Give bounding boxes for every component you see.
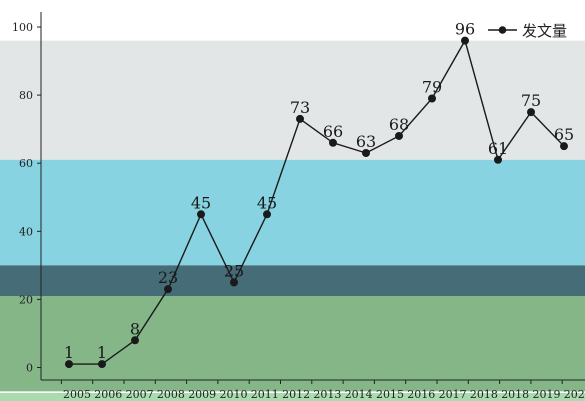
data-point — [395, 131, 403, 140]
data-label: 68 — [389, 115, 409, 134]
data-label: 75 — [521, 91, 541, 110]
data-point — [197, 210, 205, 219]
data-label: 1 — [97, 343, 107, 362]
data-label: 63 — [356, 132, 376, 151]
x-tick-label: 2009 — [188, 388, 216, 401]
y-tick-label: 40 — [19, 225, 33, 238]
x-tick-label: 2013 — [313, 388, 341, 401]
background-band-3 — [0, 265, 585, 296]
data-point — [263, 210, 271, 219]
y-tick-label: 80 — [19, 89, 33, 102]
data-point — [98, 360, 106, 369]
data-label: 61 — [488, 139, 508, 158]
background-bands — [0, 27, 585, 392]
data-label: 73 — [290, 98, 310, 117]
x-tick-label: 2019 — [533, 388, 561, 401]
x-tick-label: 2018 — [501, 388, 529, 401]
x-tick-label: 2018 — [470, 388, 498, 401]
data-point — [329, 138, 337, 147]
x-tick-label: 2012 — [282, 388, 310, 401]
data-point — [230, 278, 238, 287]
data-label: 79 — [422, 78, 442, 97]
data-point — [461, 36, 469, 45]
x-tick-label: 2006 — [94, 388, 122, 401]
x-tick-label: 2005 — [63, 388, 91, 401]
data-label: 8 — [130, 319, 140, 338]
data-label: 65 — [554, 125, 574, 144]
background-band-2 — [0, 159, 585, 266]
data-point — [164, 285, 172, 294]
data-label: 45 — [257, 193, 277, 212]
y-tick-label: 60 — [19, 157, 33, 170]
legend-marker — [498, 26, 507, 34]
background-band-4 — [0, 295, 585, 392]
data-point — [296, 114, 304, 123]
x-tick-label: 2017 — [439, 388, 467, 401]
legend-label: 发文量 — [522, 22, 567, 40]
series-line — [69, 38, 565, 365]
data-point — [527, 108, 535, 117]
data-label: 66 — [323, 122, 343, 141]
x-tick-label: 2007 — [126, 388, 154, 401]
x-axis-ticks: 2005 2006 2007 2008 2009 2010 2011 2012 2013 2014… — [60, 380, 585, 401]
data-point — [428, 94, 436, 103]
data-points — [65, 36, 568, 369]
legend: 发文量 — [488, 22, 567, 40]
data-label: 25 — [224, 261, 244, 280]
data-point — [131, 336, 139, 345]
data-label: 45 — [191, 193, 211, 212]
x-tick-label: 2011 — [251, 388, 279, 401]
data-point — [65, 360, 73, 369]
data-point — [560, 142, 568, 151]
y-axis-ticks: 0 20 40 60 80 100 — [12, 21, 41, 375]
data-point — [494, 155, 502, 164]
data-point — [362, 148, 370, 157]
x-tick-label: 2008 — [157, 388, 185, 401]
data-label: 1 — [64, 343, 74, 362]
data-labels: 1 1 8 23 45 25 45 73 66 63 68 79 96 61 75 65 — [64, 20, 574, 362]
data-label: 23 — [158, 268, 178, 287]
x-tick-label: 2016 — [407, 388, 435, 401]
x-tick-label: 2020 — [564, 388, 585, 401]
bottom-strip — [0, 393, 585, 401]
y-tick-label: 20 — [19, 293, 33, 306]
data-label: 96 — [455, 20, 475, 39]
y-tick-label: 100 — [12, 21, 33, 34]
x-tick-label: 2010 — [220, 388, 248, 401]
background-band-0 — [0, 27, 585, 41]
y-tick-label: 0 — [26, 362, 33, 375]
x-tick-label: 2015 — [376, 388, 404, 401]
x-tick-label: 2014 — [345, 388, 373, 401]
